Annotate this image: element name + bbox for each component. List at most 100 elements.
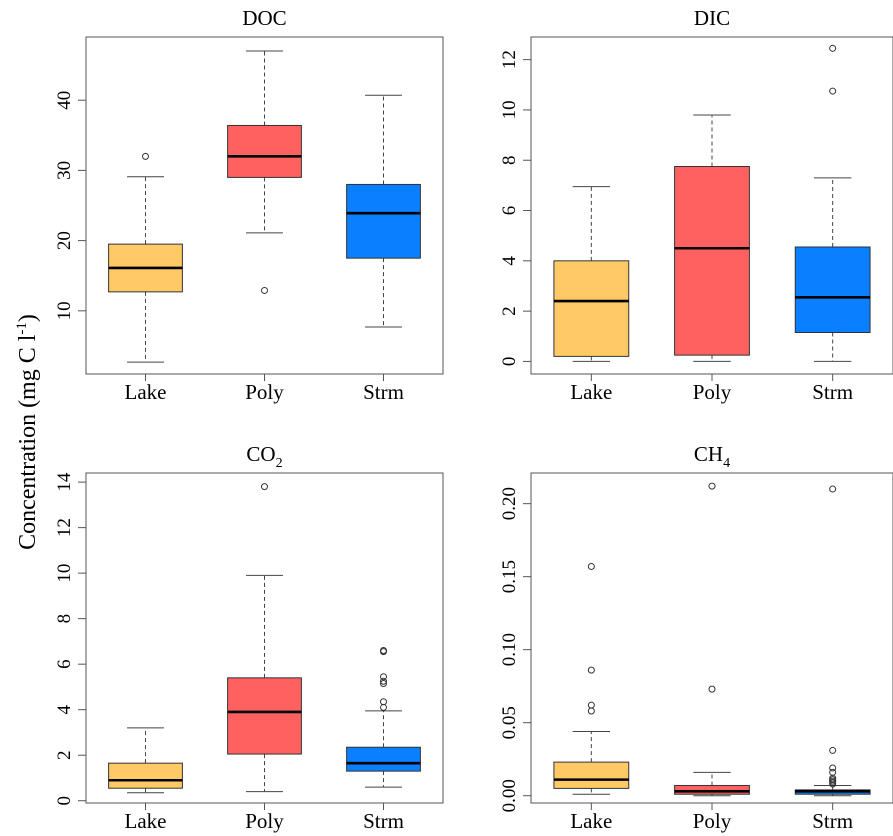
y-tick-label: 30: [54, 161, 75, 180]
outlier-point: [829, 764, 837, 772]
y-tick-label: 10: [499, 100, 520, 119]
x-category-label: Poly: [245, 809, 284, 833]
box-poly: [227, 483, 302, 793]
outlier-point: [380, 703, 387, 711]
outlier-point: [829, 87, 837, 95]
iqr-box: [108, 762, 183, 789]
iqr-box: [227, 677, 302, 755]
outlier-point: [829, 768, 837, 776]
box-strm: [794, 44, 871, 362]
x-category-label: Poly: [245, 380, 284, 404]
outlier-point: [380, 673, 387, 681]
panel-title-subscript: 4: [723, 456, 730, 471]
panel-title: DOC: [242, 6, 286, 30]
box-poly: [227, 50, 302, 294]
y-tick-label: 0.00: [499, 779, 520, 812]
panel-title-text: DOC: [242, 6, 286, 30]
x-category-label: Lake: [125, 809, 167, 833]
x-category-label: Strm: [363, 380, 404, 404]
x-category-label: Lake: [570, 809, 612, 833]
y-tick-label: 0.05: [499, 706, 520, 739]
box-strm: [346, 94, 421, 328]
y-axis-label-text: Concentration (mg C l: [15, 334, 41, 550]
panel-title: CO2: [246, 442, 282, 471]
box-strm: [346, 647, 421, 788]
y-axis-label-superscript: -1: [14, 322, 30, 335]
outlier-point: [261, 286, 268, 294]
iqr-box: [346, 183, 421, 259]
box-strm: [794, 485, 871, 797]
y-tick-label: 2: [54, 750, 75, 760]
y-tick-label: 0.20: [499, 487, 520, 520]
iqr-box: [227, 124, 302, 178]
y-tick-label: 0: [54, 796, 75, 806]
box-lake: [108, 152, 183, 363]
y-tick-label: 6: [499, 206, 520, 216]
y-tick-label: 40: [54, 91, 75, 110]
plot-frame: [530, 472, 893, 804]
x-category-label: Lake: [570, 380, 612, 404]
x-category-label: Poly: [693, 380, 732, 404]
y-tick-label: 8: [54, 614, 75, 624]
panel-title: CH4: [694, 442, 730, 471]
y-tick-label: 20: [54, 231, 75, 250]
outlier-point: [142, 152, 149, 160]
box-lake: [108, 727, 183, 794]
box-lake: [553, 562, 630, 795]
box-poly: [674, 482, 750, 797]
y-tick-label: 4: [54, 704, 75, 714]
y-tick-label: 14: [54, 472, 75, 492]
y-tick-label: 0: [499, 357, 520, 367]
iqr-box: [674, 166, 750, 356]
panel-title-text: CH: [694, 442, 723, 466]
outlier-point: [587, 666, 595, 674]
iqr-box: [553, 761, 630, 789]
panel-title-text: CO: [246, 442, 275, 466]
iqr-box: [674, 784, 750, 795]
outlier-point: [380, 647, 387, 655]
outlier-point: [829, 746, 837, 754]
x-category-label: Poly: [693, 809, 732, 833]
outlier-point: [380, 698, 387, 706]
y-tick-label: 0.10: [499, 633, 520, 666]
outlier-point: [587, 562, 595, 570]
y-tick-label: 10: [54, 301, 75, 320]
outlier-point: [829, 485, 837, 493]
x-category-label: Lake: [125, 380, 167, 404]
outlier-point: [587, 707, 595, 715]
outlier-point: [708, 685, 716, 693]
outlier-point: [587, 701, 595, 709]
iqr-box: [346, 746, 421, 772]
y-axis-label-close: ): [15, 314, 41, 322]
iqr-box: [553, 260, 630, 357]
y-tick-label: 2: [499, 306, 520, 316]
y-tick-label: 12: [499, 50, 520, 69]
x-category-label: Strm: [812, 380, 853, 404]
box-lake: [553, 186, 630, 362]
outlier-point: [708, 482, 716, 490]
panel-title: DIC: [694, 6, 730, 30]
panel-1: DOC 10 20 30 40 Lake Poly Strm: [54, 6, 444, 404]
y-tick-label: 12: [54, 518, 75, 537]
outlier-point: [380, 677, 387, 685]
y-tick-label: 0.15: [499, 560, 520, 593]
outlier-point: [380, 680, 387, 688]
panel-title-text: DIC: [694, 6, 730, 30]
panel-4: CH4 0.00 0.05 0.10 0.15 0.20 Lake Poly Strm: [499, 442, 893, 833]
x-category-label: Strm: [812, 809, 853, 833]
outlier-point: [829, 44, 837, 52]
panel-title-subscript: 2: [276, 456, 283, 471]
y-tick-label: 8: [499, 155, 520, 165]
panel-2: DIC 0 2 4 6 8 10 12 Lake Poly Strm: [499, 6, 893, 404]
outlier-point: [261, 483, 268, 491]
y-tick-label: 10: [54, 564, 75, 583]
box-poly: [674, 114, 750, 362]
y-tick-label: 6: [54, 659, 75, 669]
iqr-box: [794, 246, 871, 334]
x-category-label: Strm: [363, 809, 404, 833]
y-axis-label: Concentration (mg C l-1): [14, 314, 41, 550]
y-tick-label: 4: [499, 256, 520, 266]
